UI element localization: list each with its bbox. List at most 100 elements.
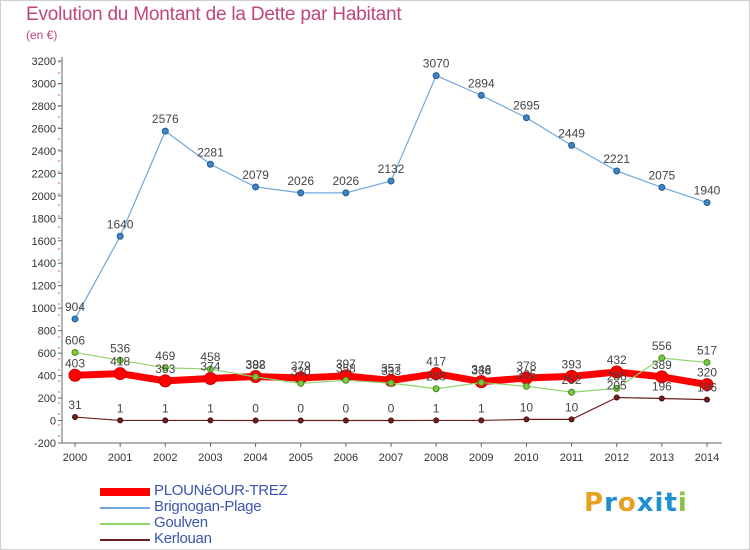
- data-point: [206, 160, 214, 168]
- logo-letter: r: [604, 488, 618, 518]
- legend-swatch: [100, 539, 150, 541]
- data-label: 330: [291, 364, 311, 378]
- data-label: 469: [155, 349, 175, 363]
- x-tick-label: 2011: [560, 452, 584, 464]
- data-point: [658, 395, 665, 402]
- logo-letter: i: [677, 488, 688, 518]
- data-label: 2894: [468, 76, 495, 90]
- x-tick-label: 2013: [650, 452, 674, 464]
- data-point: [432, 72, 440, 80]
- x-tick-label: 2009: [469, 452, 493, 464]
- data-label: 2695: [513, 99, 540, 113]
- x-tick-label: 2005: [288, 452, 312, 464]
- data-point: [252, 183, 260, 191]
- y-tick-label: 3200: [32, 56, 56, 68]
- data-point: [568, 388, 576, 396]
- y-tick-label: 600: [38, 348, 56, 360]
- legend-label: Kerlouan: [154, 530, 212, 547]
- data-label: 556: [652, 339, 672, 353]
- data-label: 196: [652, 380, 672, 394]
- data-point: [252, 373, 260, 381]
- data-label: 10: [565, 400, 579, 414]
- data-label: 1: [478, 401, 485, 415]
- data-label: 432: [607, 353, 627, 367]
- data-point: [613, 167, 621, 175]
- data-label: 904: [65, 300, 85, 314]
- data-point: [72, 414, 78, 421]
- data-point: [522, 114, 530, 122]
- y-tick-label: 1800: [32, 213, 56, 225]
- data-label: 283: [426, 370, 446, 384]
- data-label: 0: [388, 402, 395, 416]
- data-point: [297, 379, 305, 387]
- data-point: [700, 378, 714, 392]
- data-label: 1: [207, 401, 214, 415]
- data-point: [161, 364, 169, 372]
- data-label: 2281: [197, 145, 224, 159]
- data-label: 2026: [287, 174, 314, 188]
- data-point: [116, 356, 124, 364]
- data-point: [116, 232, 124, 240]
- y-tick-label: 0: [50, 416, 56, 428]
- data-point: [432, 385, 440, 393]
- data-label: 186: [697, 381, 717, 395]
- data-point: [206, 365, 214, 373]
- data-point: [203, 372, 217, 386]
- y-tick-label: 800: [38, 326, 56, 338]
- data-point: [388, 417, 394, 424]
- data-label: 393: [562, 357, 582, 371]
- y-tick-label: 1000: [32, 303, 56, 315]
- data-label: 305: [516, 367, 536, 381]
- logo-letter: i: [654, 488, 665, 518]
- data-point: [658, 354, 666, 362]
- data-label: 374: [200, 360, 220, 374]
- data-point: [704, 396, 710, 403]
- y-tick-label: 2400: [32, 146, 56, 158]
- data-point: [565, 369, 579, 383]
- proxiti-logo: Proxiti: [584, 488, 688, 518]
- chart-title: Evolution du Montant de la Dette par Hab…: [26, 4, 402, 25]
- y-tick-label: -200: [34, 438, 56, 450]
- legend-label: Goulven: [154, 514, 208, 531]
- data-label: 517: [697, 343, 717, 357]
- y-tick-label: 1200: [32, 281, 56, 293]
- x-tick-label: 2012: [604, 452, 628, 464]
- data-point: [387, 177, 395, 185]
- data-point: [655, 370, 669, 384]
- data-point: [477, 91, 485, 99]
- data-point: [162, 417, 169, 424]
- legend-label: Brignogan-Plage: [154, 498, 262, 515]
- data-point: [568, 416, 575, 423]
- data-point: [297, 189, 305, 197]
- logo-letter: P: [584, 488, 605, 518]
- data-point: [658, 183, 666, 191]
- x-tick-label: 2010: [514, 452, 538, 464]
- x-tick-label: 2007: [379, 452, 403, 464]
- data-label: 1: [117, 401, 124, 415]
- data-point: [433, 417, 440, 424]
- logo-letter: t: [664, 488, 678, 518]
- y-tick-label: 2200: [32, 168, 56, 180]
- data-point: [71, 315, 79, 323]
- logo-letter: o: [617, 488, 637, 518]
- data-point: [477, 379, 485, 387]
- data-label: 0: [252, 402, 259, 416]
- y-tick-label: 2000: [32, 191, 56, 203]
- data-point: [158, 374, 172, 388]
- chart-subtitle: (en €): [26, 28, 58, 42]
- data-point: [252, 417, 259, 424]
- data-label: 1: [162, 401, 169, 415]
- data-label: 205: [607, 378, 627, 392]
- data-label: 0: [297, 402, 304, 416]
- data-label: 1940: [694, 184, 721, 198]
- data-label: 346: [471, 363, 491, 377]
- data-label: 320: [697, 366, 717, 380]
- data-point: [522, 382, 530, 390]
- data-label: 536: [110, 341, 130, 355]
- y-tick-label: 2600: [32, 123, 56, 135]
- data-label: 2079: [242, 168, 269, 182]
- data-point: [429, 367, 443, 381]
- data-label: 286: [607, 369, 627, 383]
